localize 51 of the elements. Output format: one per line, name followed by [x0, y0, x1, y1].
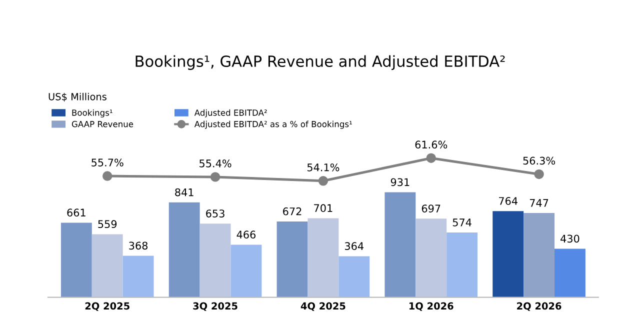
data-label: 559 — [98, 220, 117, 228]
bar — [200, 224, 231, 298]
legend-label: Bookings¹ — [72, 109, 112, 118]
data-label: 841 — [175, 188, 194, 196]
data-label: 430 — [560, 234, 580, 243]
bar — [92, 234, 123, 298]
bar — [446, 232, 478, 298]
data-label: 55.7% — [92, 158, 124, 166]
data-label: 672 — [283, 207, 302, 216]
data-label: 54.1% — [307, 163, 340, 172]
chart-title: Bookings¹, GAAP Revenue and Adjusted EBITDA² — [136, 55, 505, 70]
point — [210, 172, 220, 182]
point — [102, 171, 112, 181]
data-label: 653 — [206, 210, 224, 218]
bar — [60, 222, 92, 298]
point — [534, 169, 544, 180]
text: US$ Millions — [48, 92, 106, 102]
point — [318, 176, 328, 186]
bar — [276, 221, 308, 298]
data-label: 661 — [67, 208, 86, 217]
legend-label: GAAP Revenue — [72, 120, 134, 128]
legend-label: Adjusted EBITDA² — [194, 109, 267, 118]
data-label: 56.3% — [523, 156, 556, 165]
x-tick-label: 4Q 2025 — [300, 302, 346, 311]
x-tick-label: 3Q 2025 — [193, 302, 238, 311]
bar — [230, 244, 262, 298]
data-label: 764 — [499, 197, 518, 205]
bar — [492, 211, 524, 298]
point — [426, 153, 436, 163]
data-label: 466 — [236, 230, 256, 239]
x-tick-label: 1Q 2026 — [409, 302, 454, 311]
data-label: 701 — [314, 204, 332, 212]
data-label: 697 — [422, 204, 440, 212]
bar — [524, 213, 555, 298]
data-label: 55.4% — [200, 159, 232, 168]
x-tick-label: 2Q 2025 — [85, 302, 130, 311]
bar — [308, 218, 339, 298]
bar — [338, 256, 370, 298]
bar — [384, 192, 416, 298]
data-label: 368 — [129, 242, 148, 250]
data-label: 574 — [452, 218, 472, 226]
bar — [168, 202, 200, 298]
data-label: 61.6% — [415, 140, 448, 149]
x-tick-label: 2Q 2026 — [517, 302, 562, 311]
data-label: 747 — [530, 199, 548, 207]
bar — [122, 256, 154, 298]
bar — [554, 248, 586, 298]
bar — [416, 218, 447, 298]
data-label: 931 — [390, 178, 410, 186]
data-label: 364 — [344, 242, 364, 250]
legend-label: Adjusted EBITDA² as a % of Bookings¹ — [194, 120, 352, 129]
